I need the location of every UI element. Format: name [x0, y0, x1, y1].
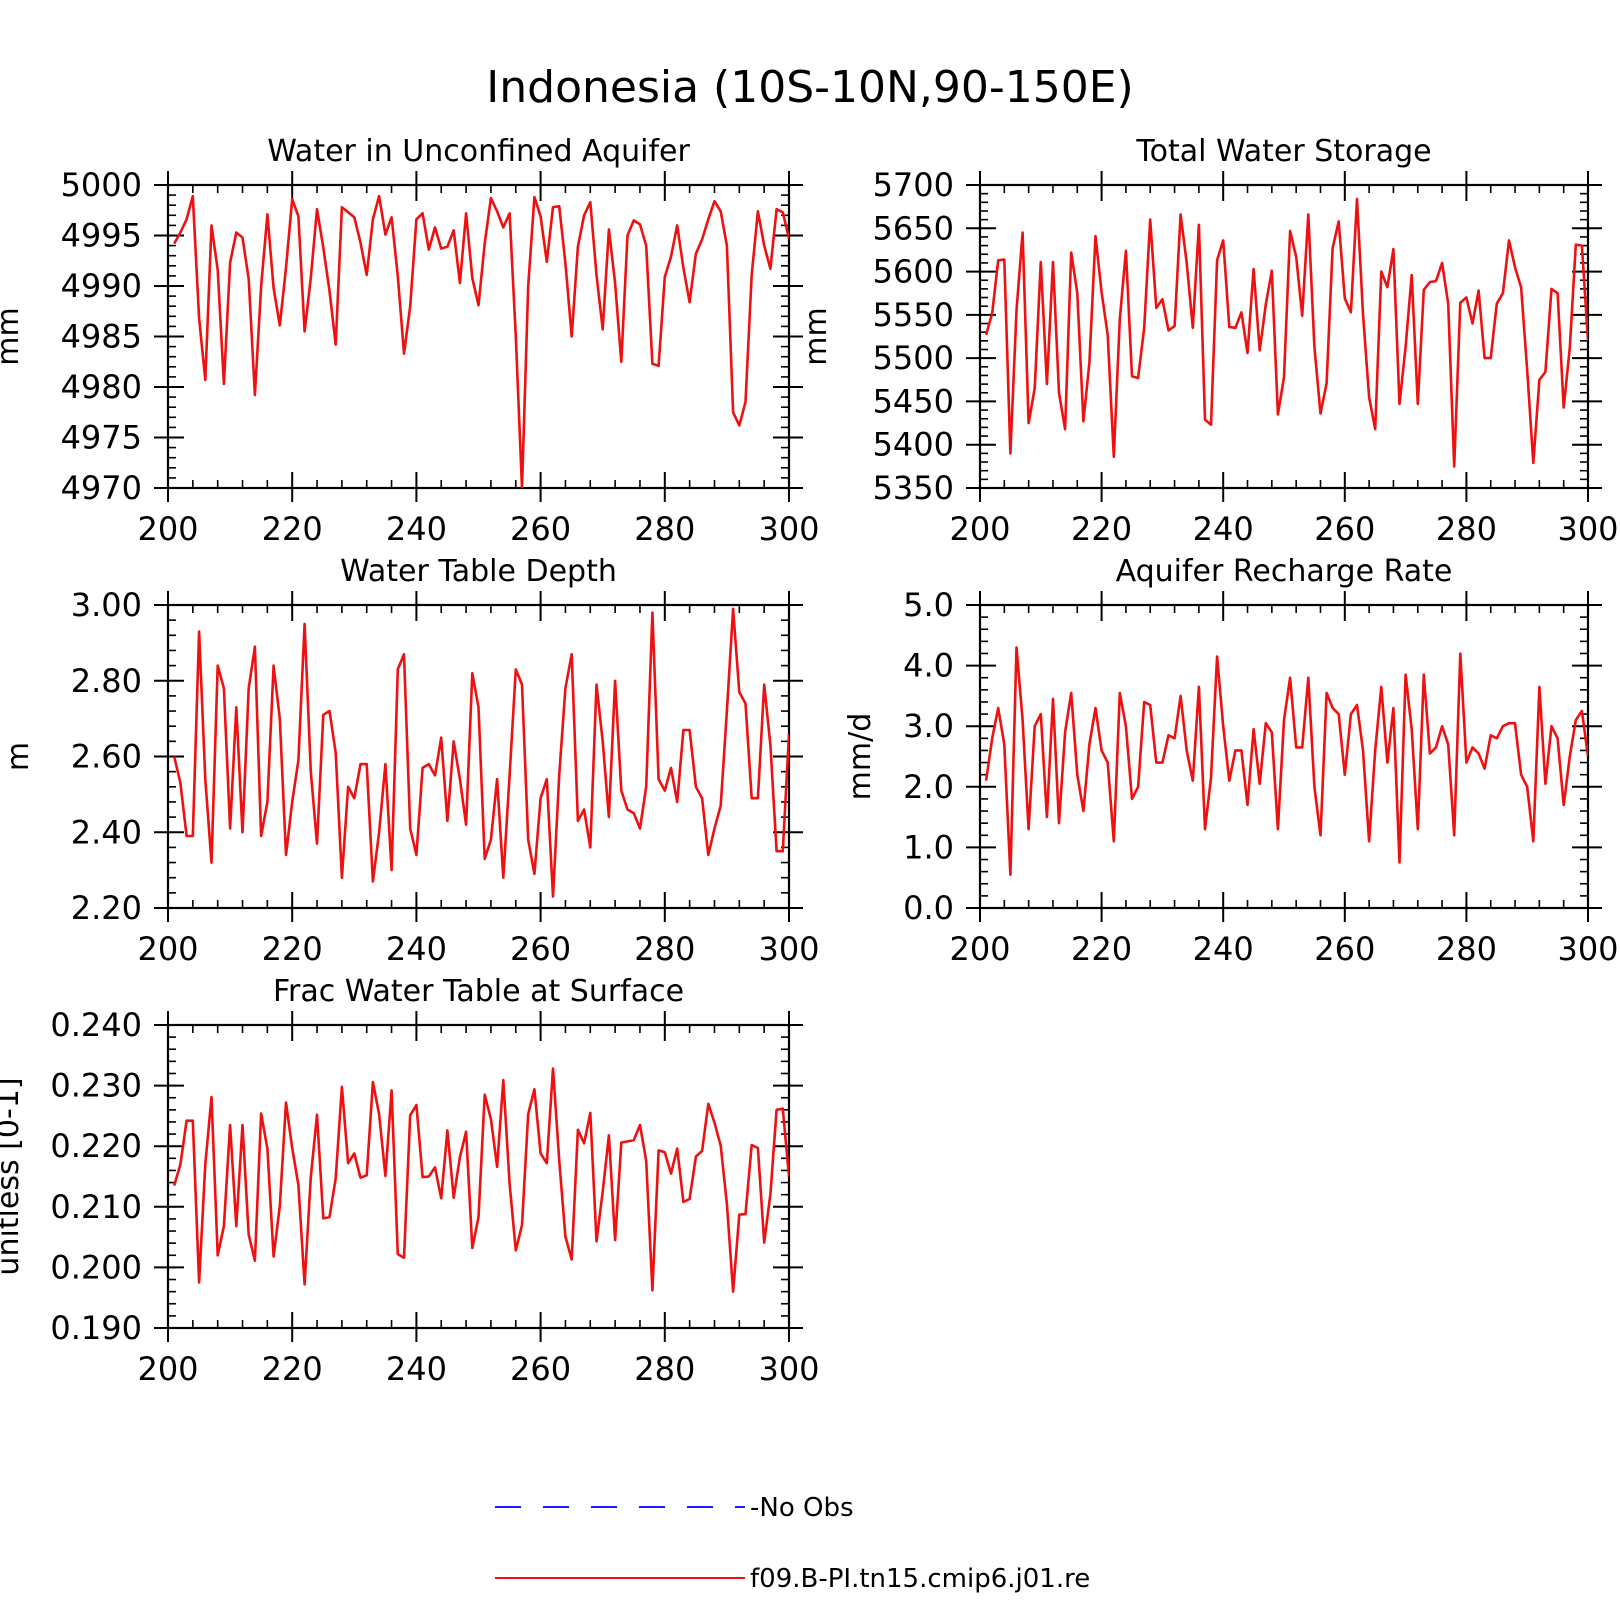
- x-tick-label: 300: [758, 1350, 819, 1388]
- y-tick-label: 5000: [61, 166, 142, 204]
- y-tick-label: 4980: [61, 368, 142, 406]
- x-tick-label: 260: [1314, 930, 1375, 968]
- plot-frame: [978, 603, 1590, 910]
- y-tick-label: 0.200: [50, 1248, 142, 1286]
- y-tick-label: 5350: [873, 469, 954, 507]
- y-tick-label: 3.0: [903, 707, 954, 745]
- plot-frame: [166, 603, 791, 910]
- y-tick-label: 4990: [61, 267, 142, 305]
- panels: Water in Unconfined Aquifer 200 220 240 260 2…: [0, 134, 1619, 1388]
- x-tick-label: 280: [1436, 930, 1497, 968]
- y-axis-label: mm/d: [843, 713, 878, 801]
- panel-2: Total Water Storage 200 220 240 260 280 300 535…: [799, 134, 1619, 548]
- x-tick-label: 200: [137, 1350, 198, 1388]
- y-tick-label: 0.0: [903, 889, 954, 927]
- series-line: [172, 1067, 789, 1293]
- y-tick-label: 2.20: [71, 889, 142, 927]
- x-tick-label: 280: [1436, 510, 1497, 548]
- x-tick-label: 240: [386, 930, 447, 968]
- y-tick-label: 1.0: [903, 828, 954, 866]
- x-tick-label: 240: [1193, 930, 1254, 968]
- x-tick-label: 240: [386, 510, 447, 548]
- legend: -No Obs f09.B-PI.tn15.cmip6.j01.re: [495, 1493, 1090, 1594]
- series-line: [172, 607, 789, 898]
- x-tick-label: 260: [510, 930, 571, 968]
- y-axis-label: mm: [799, 307, 834, 365]
- x-tick-label: 260: [510, 510, 571, 548]
- x-tick-label: 280: [634, 510, 695, 548]
- panel-4: Aquifer Recharge Rate 200 220 240 260 280 300 0…: [843, 554, 1619, 968]
- plot-frame: [978, 183, 1590, 490]
- y-tick-label: 5500: [873, 339, 954, 377]
- series-line: [984, 197, 1588, 468]
- y-tick-label: 2.60: [71, 738, 142, 776]
- x-tick-label: 220: [1071, 930, 1132, 968]
- plot-frame: [166, 1023, 791, 1330]
- y-tick-label: 2.0: [903, 768, 954, 806]
- x-tick-label: 220: [262, 1350, 323, 1388]
- panel-title: Water in Unconfined Aquifer: [267, 134, 690, 169]
- y-tick-label: 4995: [61, 217, 142, 255]
- legend-label: -No Obs: [750, 1493, 854, 1523]
- x-tick-label: 300: [758, 510, 819, 548]
- y-tick-label: 0.220: [50, 1127, 142, 1165]
- x-tick-label: 220: [262, 930, 323, 968]
- y-tick-label: 5550: [873, 296, 954, 334]
- y-tick-label: 5450: [873, 382, 954, 420]
- y-tick-label: 0.240: [50, 1006, 142, 1044]
- panel-title: Aquifer Recharge Rate: [1116, 554, 1453, 589]
- y-tick-label: 3.00: [71, 586, 142, 624]
- y-tick-label: 0.210: [50, 1188, 142, 1226]
- y-tick-label: 5600: [873, 253, 954, 291]
- y-tick-label: 2.80: [71, 662, 142, 700]
- y-tick-label: 4.0: [903, 647, 954, 685]
- y-axis-label: mm: [0, 307, 26, 365]
- legend-label: f09.B-PI.tn15.cmip6.j01.re: [750, 1564, 1090, 1594]
- x-tick-label: 240: [386, 1350, 447, 1388]
- x-tick-label: 280: [634, 930, 695, 968]
- x-tick-label: 240: [1193, 510, 1254, 548]
- panel-5: Frac Water Table at Surface 200 220 240 260 2…: [0, 974, 820, 1388]
- series-line: [173, 194, 789, 488]
- y-tick-label: 5650: [873, 209, 954, 247]
- y-tick-label: 2.40: [71, 813, 142, 851]
- series-line: [984, 646, 1588, 877]
- x-tick-label: 220: [1071, 510, 1132, 548]
- panel-title: Total Water Storage: [1135, 134, 1431, 169]
- y-tick-label: 0.190: [50, 1309, 142, 1347]
- x-tick-label: 200: [137, 510, 198, 548]
- x-tick-label: 200: [949, 930, 1010, 968]
- y-tick-label: 4975: [61, 419, 142, 457]
- panel-title: Water Table Depth: [340, 554, 617, 589]
- figure-title: Indonesia (10S-10N,90-150E): [486, 62, 1133, 113]
- x-tick-label: 300: [1557, 510, 1618, 548]
- y-axis-label: m: [1, 742, 36, 771]
- x-tick-label: 200: [137, 930, 198, 968]
- x-tick-label: 300: [758, 930, 819, 968]
- panel-title: Frac Water Table at Surface: [273, 974, 684, 1009]
- panel-1: Water in Unconfined Aquifer 200 220 240 260 2…: [0, 134, 820, 548]
- x-tick-label: 200: [949, 510, 1010, 548]
- legend-entry-2: f09.B-PI.tn15.cmip6.j01.re: [495, 1564, 1090, 1594]
- y-tick-label: 0.230: [50, 1067, 142, 1105]
- y-tick-label: 4970: [61, 469, 142, 507]
- y-tick-label: 5400: [873, 426, 954, 464]
- legend-entry-1: -No Obs: [495, 1493, 854, 1523]
- x-tick-label: 260: [1314, 510, 1375, 548]
- panel-3: Water Table Depth 200 220 240 260 280 300 2.20 2…: [1, 554, 820, 968]
- x-tick-label: 220: [262, 510, 323, 548]
- y-tick-label: 4985: [61, 318, 142, 356]
- y-tick-label: 5.0: [903, 586, 954, 624]
- x-tick-label: 280: [634, 1350, 695, 1388]
- plot-frame: [166, 183, 791, 490]
- y-tick-label: 5700: [873, 166, 954, 204]
- x-tick-label: 260: [510, 1350, 571, 1388]
- x-tick-label: 300: [1557, 930, 1618, 968]
- y-axis-label: unitless [0-1]: [0, 1077, 26, 1275]
